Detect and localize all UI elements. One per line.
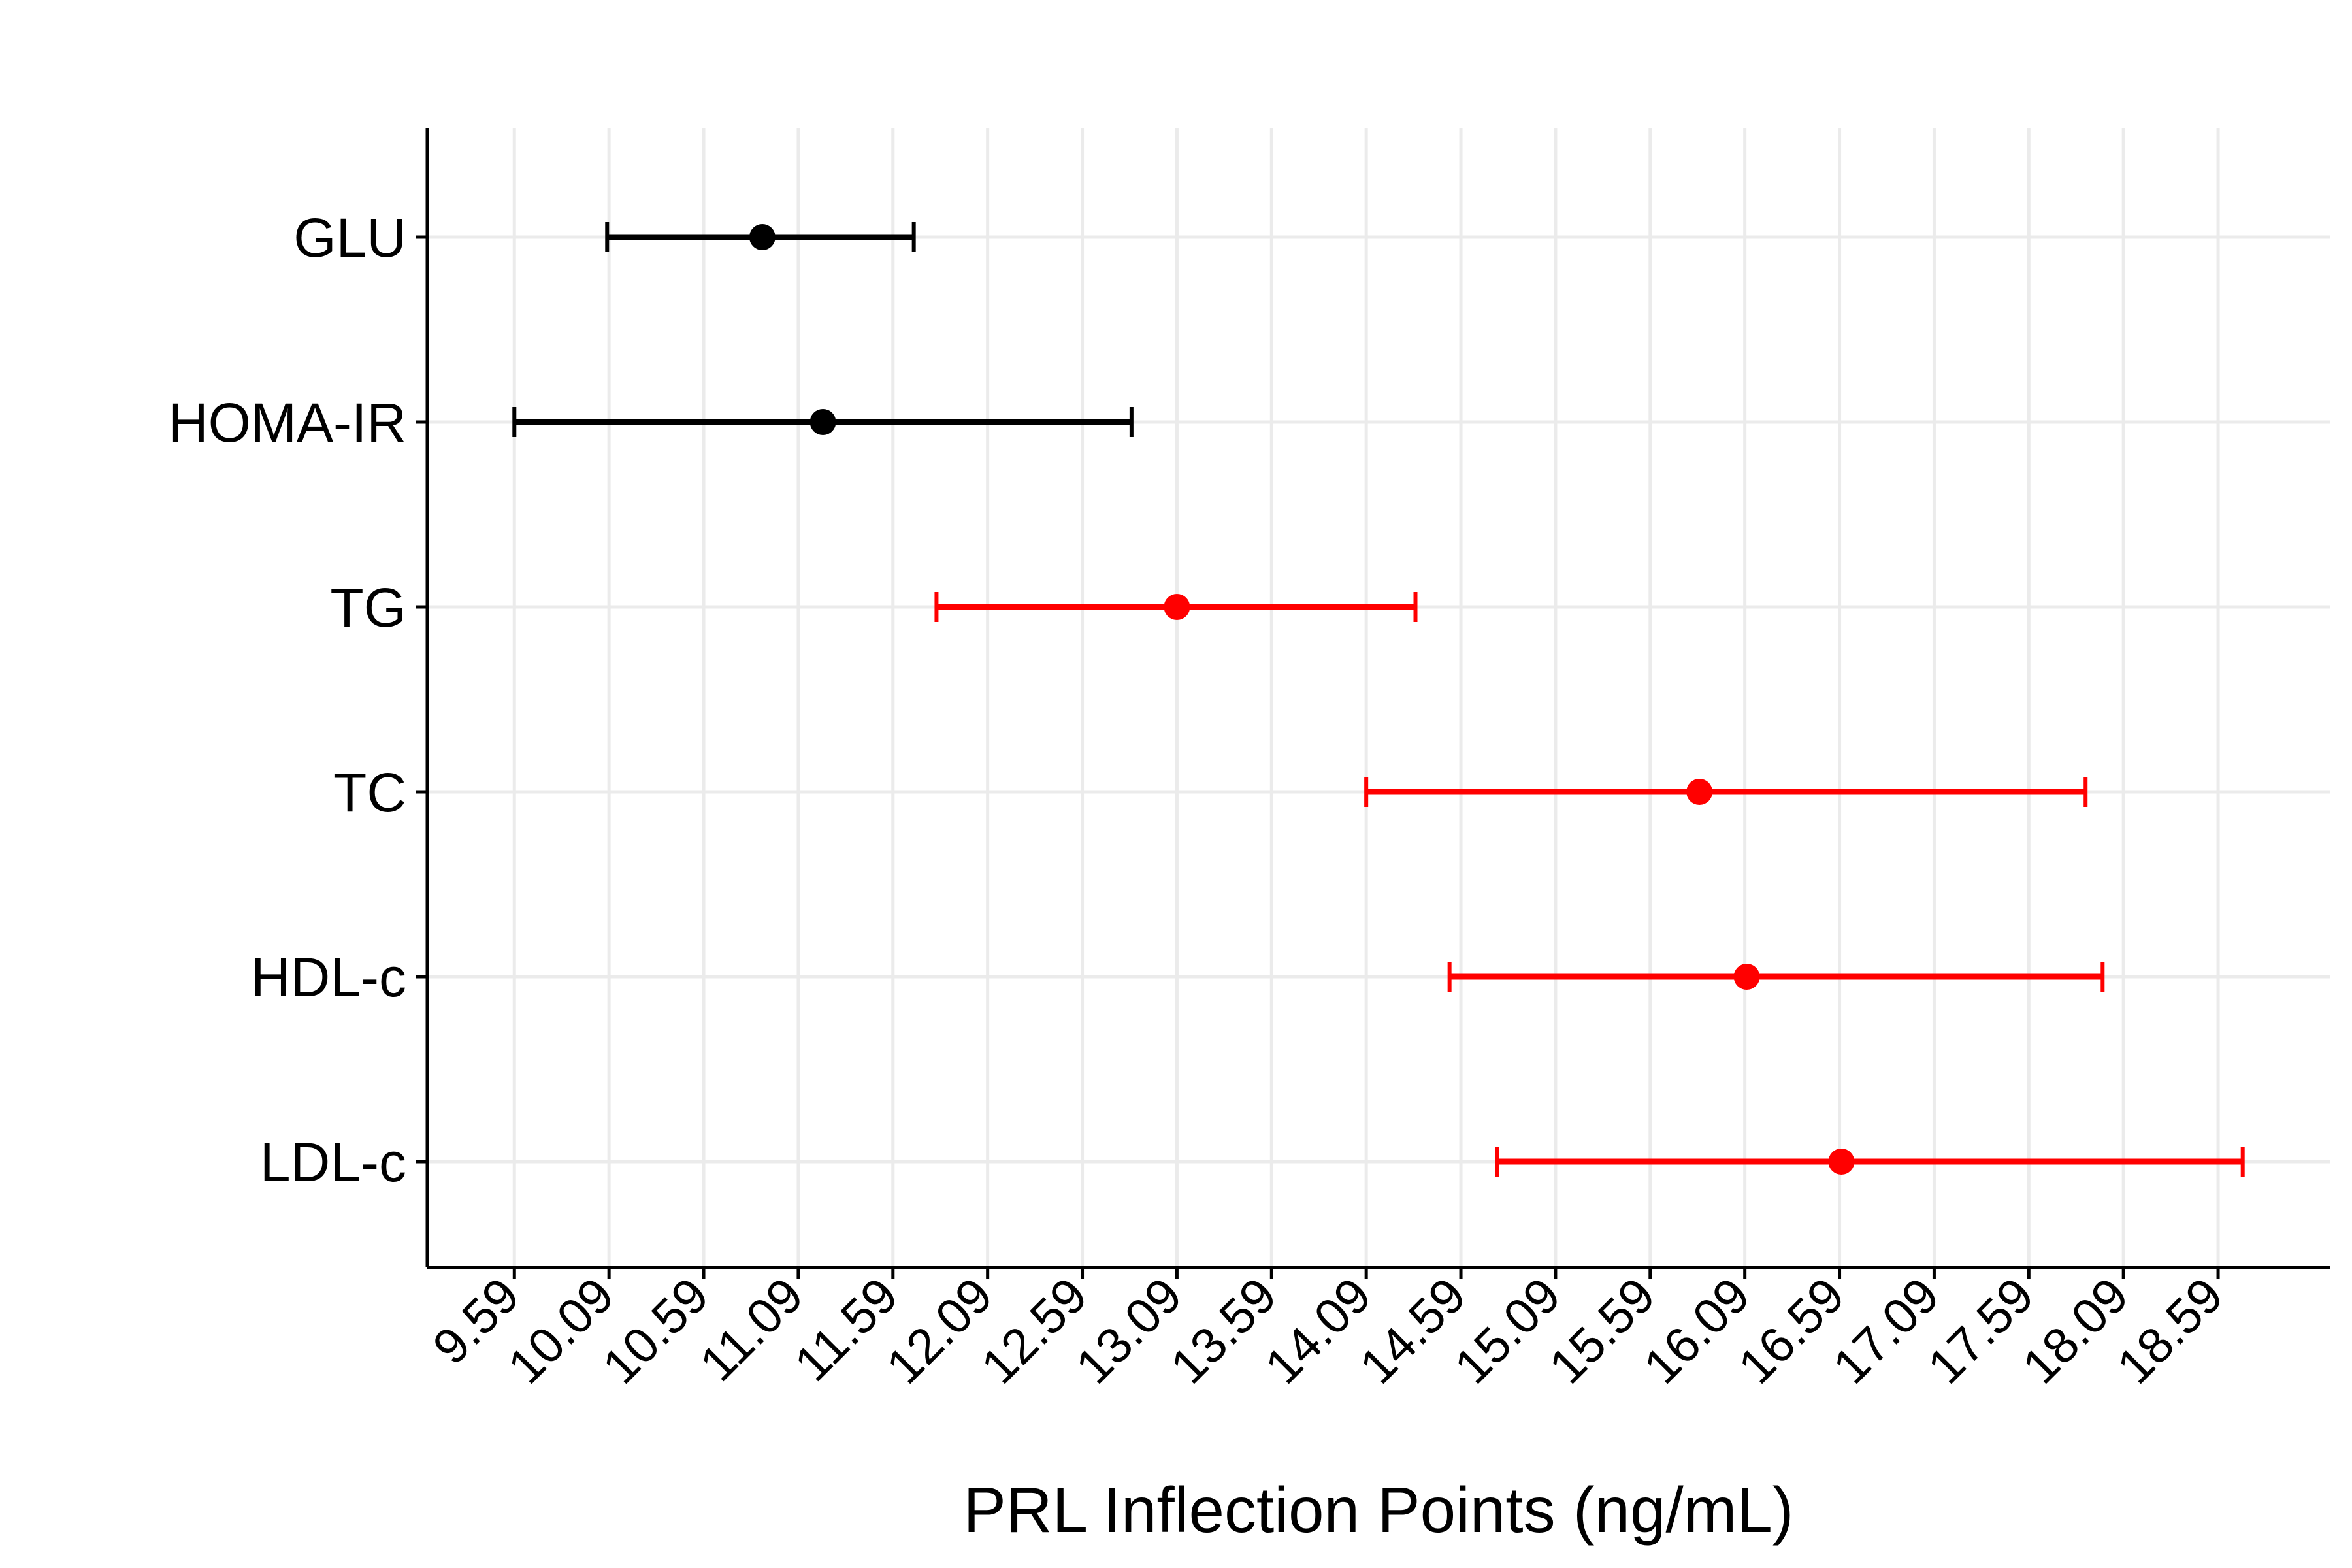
point-estimate (1164, 594, 1190, 620)
x-tick-label: 14.09 (1255, 1267, 1382, 1395)
x-tick-label: 14.59 (1349, 1267, 1477, 1395)
y-tick-label: HDL-c (251, 947, 406, 1008)
point-estimate (749, 224, 776, 250)
x-tick-label: 15.59 (1539, 1267, 1666, 1395)
x-axis-title: PRL Inflection Points (ng/mL) (964, 1474, 1794, 1546)
x-tick-label: 11.09 (689, 1267, 814, 1392)
y-tick-layer: GLU HOMA-IR TG TC HDL-c LDL-c (169, 207, 427, 1193)
x-tick-label: 13.09 (1066, 1267, 1193, 1395)
point-estimate (809, 409, 836, 435)
y-tick-label: LDL-c (260, 1132, 406, 1193)
x-tick-layer: 9.5910.0910.5911.0911.5912.0912.5913.091… (423, 1267, 2234, 1395)
y-tick-label: GLU (293, 207, 406, 269)
y-tick-label: TG (330, 577, 406, 638)
marks-layer (512, 222, 2245, 1177)
axis-layer (425, 128, 2330, 1269)
grid-layer (427, 128, 2330, 1267)
x-tick-label: 13.59 (1160, 1267, 1288, 1395)
x-tick-label: 17.59 (1918, 1267, 2045, 1395)
x-tick-label: 12.59 (971, 1267, 1098, 1395)
x-tick-label: 10.09 (498, 1267, 625, 1395)
x-tick-label: 12.09 (876, 1267, 1004, 1395)
y-tick-label: HOMA-IR (169, 392, 406, 453)
x-tick-label: 10.59 (592, 1267, 719, 1395)
x-tick-label: 15.09 (1444, 1267, 1571, 1395)
x-tick-label: 16.09 (1633, 1267, 1761, 1395)
x-tick-label: 11.59 (784, 1267, 909, 1392)
point-estimate (1828, 1149, 1855, 1175)
y-tick-label: TC (333, 762, 406, 823)
x-tick-label: 17.09 (1823, 1267, 1950, 1395)
point-estimate (1733, 964, 1760, 990)
x-tick-label: 18.59 (2106, 1267, 2234, 1395)
x-tick-label: 16.59 (1728, 1267, 1855, 1395)
point-estimate (1686, 779, 1713, 805)
x-tick-label: 18.09 (2012, 1267, 2140, 1395)
